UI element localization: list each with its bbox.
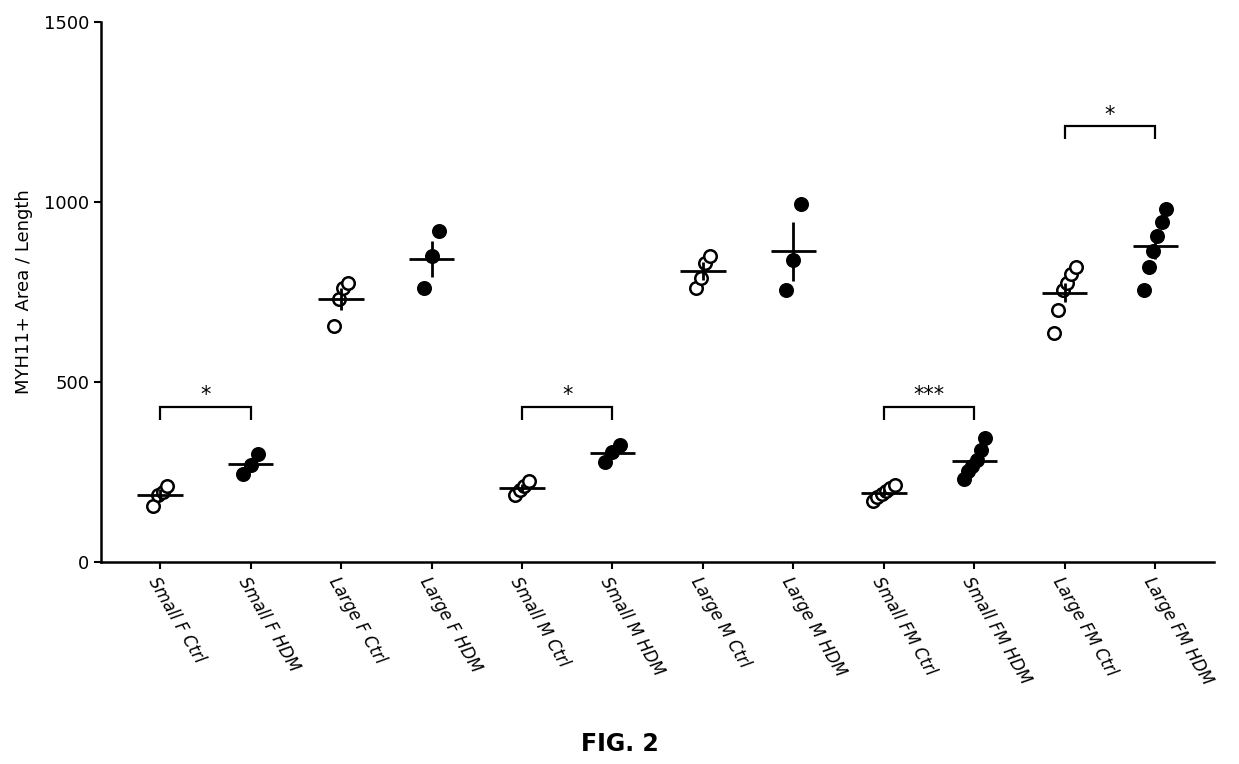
Text: FIG. 2: FIG. 2 (581, 733, 658, 756)
Y-axis label: MYH11+ Area / Length: MYH11+ Area / Length (15, 189, 33, 394)
Text: *: * (1105, 105, 1115, 125)
Text: *: * (563, 386, 572, 406)
Text: *: * (201, 386, 211, 406)
Text: ***: *** (913, 386, 944, 406)
